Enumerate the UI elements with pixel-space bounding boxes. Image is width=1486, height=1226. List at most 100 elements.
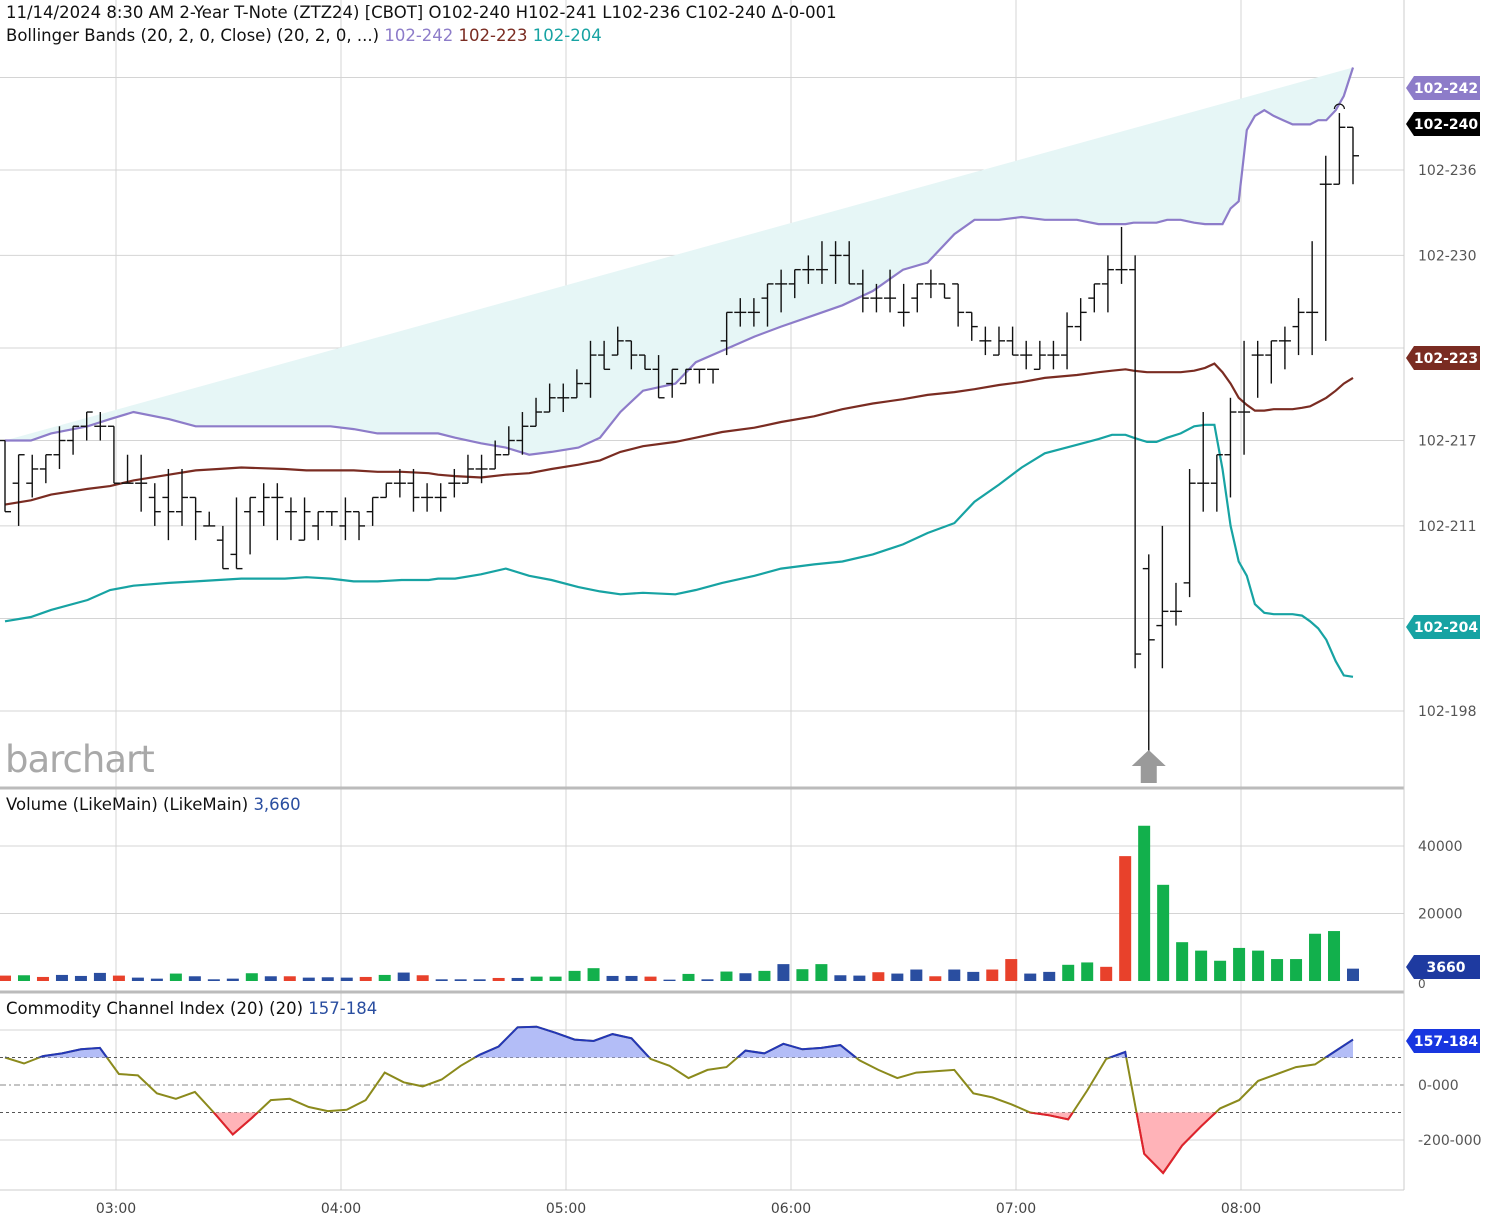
price-axis-label: 102-211	[1418, 519, 1477, 535]
ohlc-bar	[244, 496, 257, 555]
volume-badge-shape	[1406, 955, 1480, 979]
bollinger-lower-value: 102-204	[532, 26, 602, 45]
time-axis-label: 07:00	[996, 1201, 1036, 1217]
ohlc-bar	[1292, 298, 1305, 356]
volume-bars	[0, 825, 1359, 981]
ohlc-bar	[53, 426, 66, 469]
volume-bar	[663, 979, 676, 981]
ohlc-bar	[162, 468, 175, 541]
volume-bar	[853, 975, 866, 981]
volume-bar	[340, 977, 353, 981]
ohlc-bar	[189, 496, 202, 541]
upper-band-line	[5, 67, 1355, 456]
ohlc-bar	[829, 241, 842, 284]
ohlc-bar	[775, 269, 788, 313]
ohlc-bar	[1183, 468, 1196, 598]
middle-band-badge: 102-223	[1406, 346, 1480, 370]
price-axis-label: 102-217	[1418, 434, 1477, 450]
lower-band-line	[4, 423, 1354, 678]
bollinger-bands	[4, 67, 1355, 678]
volume-bar	[910, 969, 923, 981]
volume-axis-label: 0	[1418, 977, 1426, 991]
ohlc-bar	[638, 354, 651, 371]
ohlc-bar	[176, 468, 189, 526]
header-low: L102-236	[602, 3, 681, 22]
ohlc-bar	[1074, 298, 1087, 341]
ohlc-bar	[570, 369, 583, 399]
ohlc-bar	[67, 425, 80, 455]
volume-bar	[17, 975, 30, 981]
ohlc-bar	[94, 412, 107, 441]
volume-badge-text: 3660	[1427, 960, 1466, 976]
volume-value: 3,660	[253, 795, 301, 814]
ohlc-bar	[652, 355, 665, 399]
volume-bar	[758, 970, 771, 981]
chart-header: 11/14/2024 8:30 AM 2-Year T-Note (ZTZ24)…	[6, 3, 837, 22]
ohlc-bar	[1265, 340, 1278, 384]
volume-bar	[1043, 971, 1056, 981]
volume-bar	[872, 972, 885, 981]
ohlc-bar	[584, 340, 597, 398]
ohlc-bar	[911, 283, 924, 313]
ohlc-bar	[802, 255, 815, 284]
last-price-badge: 102-240	[1406, 112, 1480, 136]
ohlc-bar	[611, 326, 624, 356]
volume-bar	[701, 979, 714, 981]
volume-bar	[302, 977, 315, 981]
ohlc-bar	[1142, 554, 1155, 754]
volume-bar	[568, 970, 581, 981]
high-marker	[1333, 103, 1345, 110]
volume-bar	[169, 973, 182, 981]
volume-bar	[1271, 959, 1284, 981]
ohlc-bar	[761, 283, 774, 327]
volume-bar	[1024, 973, 1037, 981]
volume-bar	[1195, 950, 1208, 981]
ohlc-bar	[121, 454, 134, 484]
ohlc-bar	[271, 483, 284, 541]
volume-bar	[644, 976, 657, 981]
volume-bar	[1062, 964, 1075, 981]
volume-bar	[739, 973, 752, 981]
volume-legend: Volume (LikeMain) (LikeMain) 3,660	[6, 795, 301, 814]
ohlc-bar	[1006, 326, 1019, 356]
ohlc-bar	[952, 283, 965, 327]
upper-band-badge: 102-242	[1406, 76, 1480, 100]
time-axis-label: 08:00	[1221, 1201, 1261, 1217]
volume-bar	[1347, 968, 1359, 981]
ohlc-bar	[1197, 412, 1210, 512]
ohlc-bar	[107, 425, 120, 484]
header-high: H102-241	[515, 3, 598, 22]
ohlc-bar	[815, 241, 828, 284]
ohlc-bar	[557, 383, 570, 413]
band-fill	[5, 67, 1353, 455]
volume-bar	[720, 971, 733, 981]
volume-bar	[226, 978, 239, 981]
upper-band-badge-text: 102-242	[1414, 81, 1478, 97]
ohlc-bar	[924, 269, 937, 299]
ohlc-bar	[1020, 340, 1033, 370]
ohlc-bar	[856, 269, 869, 313]
volume-bar	[359, 976, 372, 981]
volume-bar	[1157, 884, 1170, 981]
ohlc-bar	[530, 397, 543, 427]
ohlc-bar	[475, 454, 488, 484]
volume-bar	[967, 971, 980, 981]
ohlc-bar	[1101, 255, 1114, 313]
ohlc-bar	[135, 454, 148, 512]
cci-axis-label: 0-000	[1418, 1078, 1459, 1094]
ohlc-bar	[1333, 113, 1346, 185]
ohlc-bar	[1306, 241, 1319, 356]
ohlc-bar	[1129, 255, 1142, 669]
volume-bar	[777, 964, 790, 981]
middle-band-badge-text: 102-223	[1414, 351, 1478, 367]
cci-label: Commodity Channel Index (20) (20)	[6, 999, 304, 1018]
ohlc-bar	[230, 497, 243, 570]
volume-bar	[948, 969, 961, 981]
volume-bar	[397, 972, 410, 981]
cci-axis-label: -200-000	[1418, 1133, 1482, 1149]
ohlc-bar	[625, 340, 638, 370]
ohlc-bar	[693, 368, 706, 384]
volume-bar	[682, 973, 695, 981]
bollinger-label: Bollinger Bands (20, 2, 0, Close) (20, 2…	[6, 26, 380, 45]
volume-bar	[188, 976, 201, 981]
